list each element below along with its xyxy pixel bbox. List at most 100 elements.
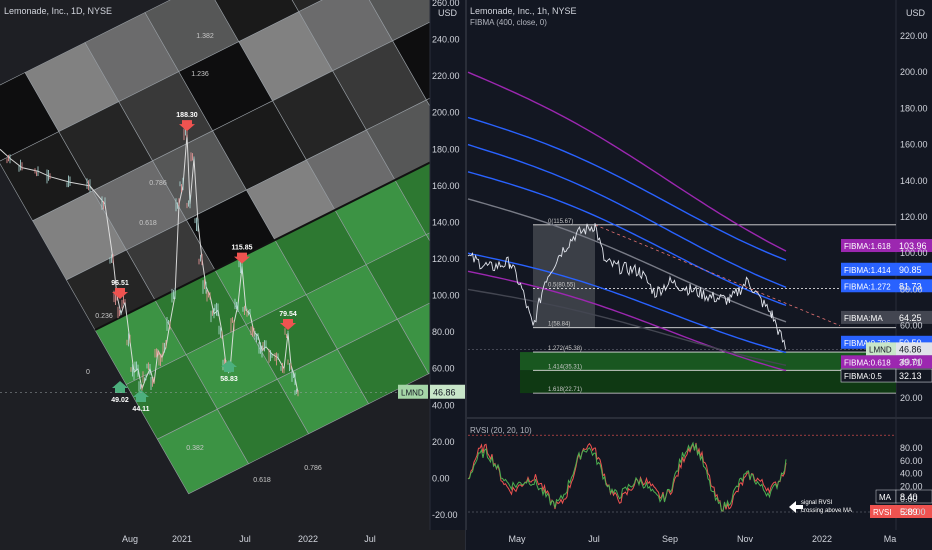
trough-value-label: 44.11 <box>132 406 149 413</box>
fib-ratio-label: 0.786 <box>304 465 322 472</box>
rvsi-tick: 80.00 <box>900 443 923 453</box>
fib-grid-cell <box>396 302 430 375</box>
fib-grid-cell <box>368 0 430 42</box>
fib-level-label: 1(58.84) <box>548 322 570 328</box>
fib-extension-band <box>520 370 896 394</box>
level-tag[interactable]: FIBMA:1.272 81.73 <box>841 279 932 293</box>
level-tag-name-box <box>841 355 896 369</box>
fib-ratio-label: 1.382 <box>196 33 214 40</box>
peak-value-label: 115.85 <box>231 245 252 252</box>
level-tag-name: FIBMA:0.618 <box>844 358 891 367</box>
left-price-tag <box>430 384 466 399</box>
rvsi-tick: 20.00 <box>900 481 923 491</box>
left-time-label: 2022 <box>298 534 318 544</box>
left-symbol-tag-label: LMND <box>401 389 424 398</box>
rvsi-tick: 0.00 <box>900 494 918 504</box>
level-tag-name-box <box>841 262 896 276</box>
left-time-axis <box>0 530 466 550</box>
rvsi-tag-value-box <box>896 505 932 518</box>
right-price-tick: 220.00 <box>900 31 928 41</box>
trend-line <box>594 224 841 326</box>
ma-tag-label: MA <box>879 493 892 502</box>
trough-arrow-icon <box>221 360 237 372</box>
left-price-tick: 100.00 <box>432 291 460 301</box>
right-price-tick: 180.00 <box>900 103 928 113</box>
fib-grid-cell <box>291 0 323 13</box>
rvsi-tag-value: 5.89 <box>900 507 918 517</box>
left-price-tick: 220.00 <box>432 71 460 81</box>
level-tag-name: FIBMA:1.272 <box>844 282 891 291</box>
left-time-label: 2021 <box>172 534 192 544</box>
fibma-lower-purple-band <box>467 270 787 372</box>
left-price-tick: 40.00 <box>432 400 455 410</box>
fib-speed-grid <box>0 0 430 495</box>
level-tag-name-box <box>841 310 896 324</box>
right-price-tick: 20.00 <box>900 393 923 403</box>
right-time-label: Ma <box>884 534 897 544</box>
fib-ratio-label: 0.618 <box>139 220 157 227</box>
fib-grid-cell <box>425 232 430 242</box>
level-tag[interactable]: FIBMA:1.618 103.96 <box>841 239 932 253</box>
left-axis-unit: USD <box>438 8 458 18</box>
trough-arrow-icon <box>112 381 128 393</box>
level-tag[interactable]: LMND 46.86 <box>866 342 932 356</box>
right-price-tick: 140.00 <box>900 176 928 186</box>
ma-tag-value-box <box>895 489 932 504</box>
right-price-tick: 120.00 <box>900 212 928 222</box>
fib-grid-cell <box>394 162 430 235</box>
right-time-axis <box>466 530 932 550</box>
fibma-lower-gray-band <box>467 288 787 366</box>
level-tag-value-box <box>896 355 932 369</box>
level-tag[interactable]: FIBMA:MA 64.25 <box>841 310 932 324</box>
rvsi-line <box>467 442 787 513</box>
signal-note-line1: signal RVSI <box>801 500 833 506</box>
fib-ratio-label: 0.786 <box>149 180 167 187</box>
level-tag-value-box <box>896 239 932 253</box>
level-tag[interactable]: FIBMA:0.5 32.13 <box>840 368 932 383</box>
level-tag-name: FIBMA:1.618 <box>844 242 891 251</box>
level-tag-name: FIBMA:0.5 <box>844 372 882 381</box>
peak-arrow-icon <box>179 120 195 132</box>
left-time-label: Jul <box>239 534 251 544</box>
fib-grid-cell <box>365 99 430 181</box>
fib-ratio-label: 0 <box>86 369 90 376</box>
level-tag-value: 103.96 <box>899 241 927 251</box>
level-tag[interactable]: FIBMA:0.618 39.71 <box>841 355 932 369</box>
fib-grid-cell <box>425 97 430 107</box>
level-tag-name: LMND <box>869 345 892 354</box>
level-tag[interactable]: FIBMA:1.414 90.85 <box>841 262 932 276</box>
rvsi-tick: 40.00 <box>900 469 923 479</box>
fib-ratio-label: 0.618 <box>253 477 271 484</box>
right-time-label: May <box>508 534 526 544</box>
signal-arrow-icon <box>789 501 803 513</box>
peak-value-label: 188.30 <box>176 112 198 119</box>
right-price-tick: 200.00 <box>900 67 928 77</box>
right-time-label: Sep <box>662 534 678 544</box>
level-tag-value: 32.13 <box>899 371 922 381</box>
fibma-lower-blue-band <box>467 252 787 354</box>
fib-grid-cell <box>392 21 430 101</box>
left-price-axis[interactable] <box>430 0 466 550</box>
left-price-tick: 20.00 <box>432 437 455 447</box>
fibma-upper-blue-band <box>467 171 787 307</box>
left-price-tick: 80.00 <box>432 327 455 337</box>
level-tag-value: 39.71 <box>899 357 922 367</box>
left-price-tick: -20.00 <box>432 510 458 520</box>
peak-arrow-icon <box>280 318 296 330</box>
left-price-tick: 180.00 <box>432 144 460 154</box>
right-axis-unit: USD <box>906 8 926 18</box>
left-price-tick: 260.00 <box>432 0 460 8</box>
peak-arrow-icon <box>112 287 128 299</box>
fib-level-label: 1.272(45.38) <box>548 346 582 352</box>
peak-value-label: 96.51 <box>111 280 129 287</box>
level-tag-value: 46.86 <box>899 344 922 354</box>
right-time-label: 2022 <box>812 534 832 544</box>
left-price-tick: 60.00 <box>432 364 455 374</box>
right-price-tick: 80.00 <box>900 284 923 294</box>
trough-arrow-icon <box>133 390 149 402</box>
level-tag-name: FIBMA:1.414 <box>844 266 891 275</box>
fibma-upper-blue-band <box>467 116 787 261</box>
fib-level-label: 0(115.67) <box>548 219 573 225</box>
